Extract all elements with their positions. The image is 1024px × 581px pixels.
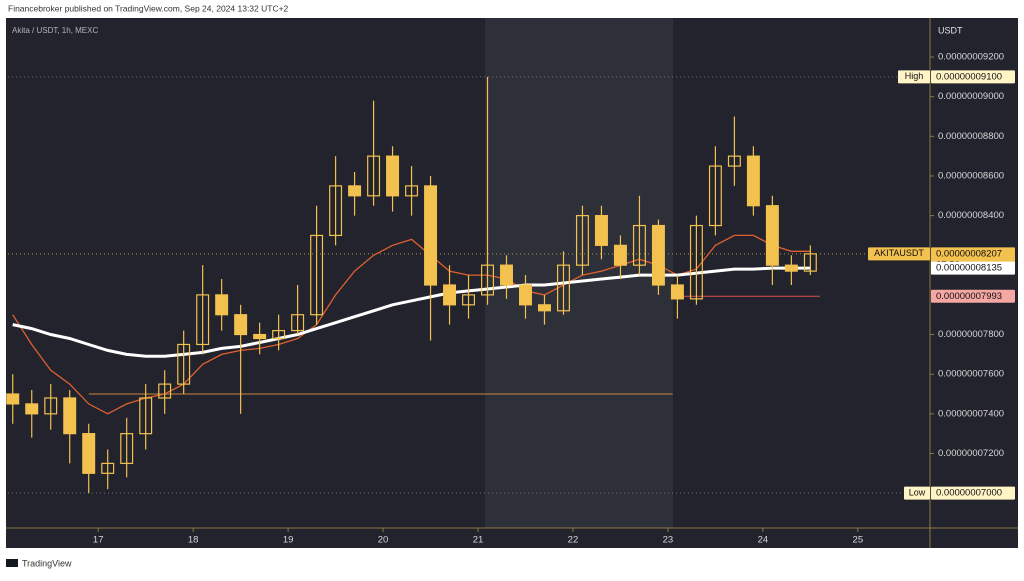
candle-body xyxy=(462,294,476,306)
price-label-tag-box xyxy=(898,70,930,84)
candle-body xyxy=(424,185,438,286)
candle-body xyxy=(670,284,684,300)
x-tick-label: 18 xyxy=(188,535,199,546)
y-tick-label: 0.00000009000 xyxy=(938,91,1004,102)
candle-body xyxy=(25,403,39,415)
candle-body xyxy=(63,397,77,435)
candle-body xyxy=(727,155,741,167)
y-tick-label: 0.00000009200 xyxy=(938,52,1004,63)
y-tick-label: 0.00000008600 xyxy=(938,170,1004,181)
x-tick-label: 23 xyxy=(663,535,674,546)
price-label-box xyxy=(931,289,1015,303)
price-label-tag: Low xyxy=(909,487,926,497)
brand-name: TradingView xyxy=(22,558,72,568)
candle-body xyxy=(765,205,779,266)
price-label-value: 0.00000008135 xyxy=(936,263,1002,274)
candle-body xyxy=(443,284,457,306)
candle-body xyxy=(784,264,798,272)
y-tick-label: 0.00000007800 xyxy=(938,329,1004,340)
x-tick-label: 22 xyxy=(568,535,579,546)
candle-body xyxy=(120,433,134,464)
price-label-value: 0.00000008207 xyxy=(936,248,1002,259)
candle-body xyxy=(139,397,153,435)
price-label-box xyxy=(931,486,1015,500)
candle-body xyxy=(101,462,115,474)
price-label-tag: AKITAUSDT xyxy=(874,248,924,258)
candle-body xyxy=(253,333,267,340)
price-label-box xyxy=(931,261,1015,275)
x-tick-label: 24 xyxy=(758,535,769,546)
candle-body xyxy=(575,215,589,266)
candle-body xyxy=(689,224,703,300)
candle-body xyxy=(538,304,551,312)
candle-body xyxy=(234,314,248,336)
y-tick-label: 0.00000008400 xyxy=(938,210,1004,221)
candle-body xyxy=(329,185,343,237)
candle-body xyxy=(291,314,305,332)
candle-body xyxy=(177,343,191,385)
price-label-value: 0.00000007993 xyxy=(936,291,1002,302)
candle-body xyxy=(367,155,381,197)
candle-body xyxy=(632,224,646,266)
candle-body xyxy=(348,185,362,197)
x-tick-label: 21 xyxy=(473,535,484,546)
candle-body xyxy=(196,294,210,346)
session-shade xyxy=(485,18,673,528)
candle-body xyxy=(158,383,172,399)
candle-body xyxy=(386,155,400,197)
candle-body xyxy=(44,397,58,415)
candle-body xyxy=(803,253,817,272)
publisher-note: Financebroker published on TradingView.c… xyxy=(8,3,289,13)
candle-body xyxy=(215,294,229,316)
symbol-title: Akita / USDT, 1h, MEXC xyxy=(12,26,98,35)
candle-body xyxy=(310,234,324,316)
price-label-value: 0.00000007000 xyxy=(936,488,1002,499)
x-tick-label: 25 xyxy=(853,535,864,546)
candle-body xyxy=(82,433,96,474)
candle-body xyxy=(481,264,495,296)
candle-body xyxy=(746,155,760,207)
brand-logo xyxy=(6,559,18,567)
candle-body xyxy=(6,393,20,405)
candle-body xyxy=(651,224,665,286)
x-tick-label: 19 xyxy=(283,535,294,546)
price-label-box xyxy=(931,70,1015,84)
brand: TradingView xyxy=(6,558,72,568)
y-tick-label: 0.00000008800 xyxy=(938,131,1004,142)
currency-label: USDT xyxy=(938,25,963,35)
candle-body xyxy=(272,329,286,340)
price-label-tag-box xyxy=(904,486,930,500)
candle-body xyxy=(519,284,532,306)
y-tick-label: 0.00000007400 xyxy=(938,408,1004,419)
price-label-tag: High xyxy=(905,71,924,81)
candle-body xyxy=(594,215,608,246)
candle-body xyxy=(708,165,722,227)
price-label-tag-box xyxy=(868,247,930,261)
candle-body xyxy=(500,264,513,286)
candle-body xyxy=(556,264,570,312)
x-tick-label: 20 xyxy=(378,535,389,546)
price-label-value: 0.00000009100 xyxy=(936,71,1002,82)
candle-body xyxy=(613,244,627,266)
candle-body xyxy=(405,185,419,197)
y-tick-label: 0.00000007200 xyxy=(938,448,1004,459)
x-tick-label: 17 xyxy=(93,535,104,546)
y-tick-label: 0.00000007600 xyxy=(938,369,1004,380)
